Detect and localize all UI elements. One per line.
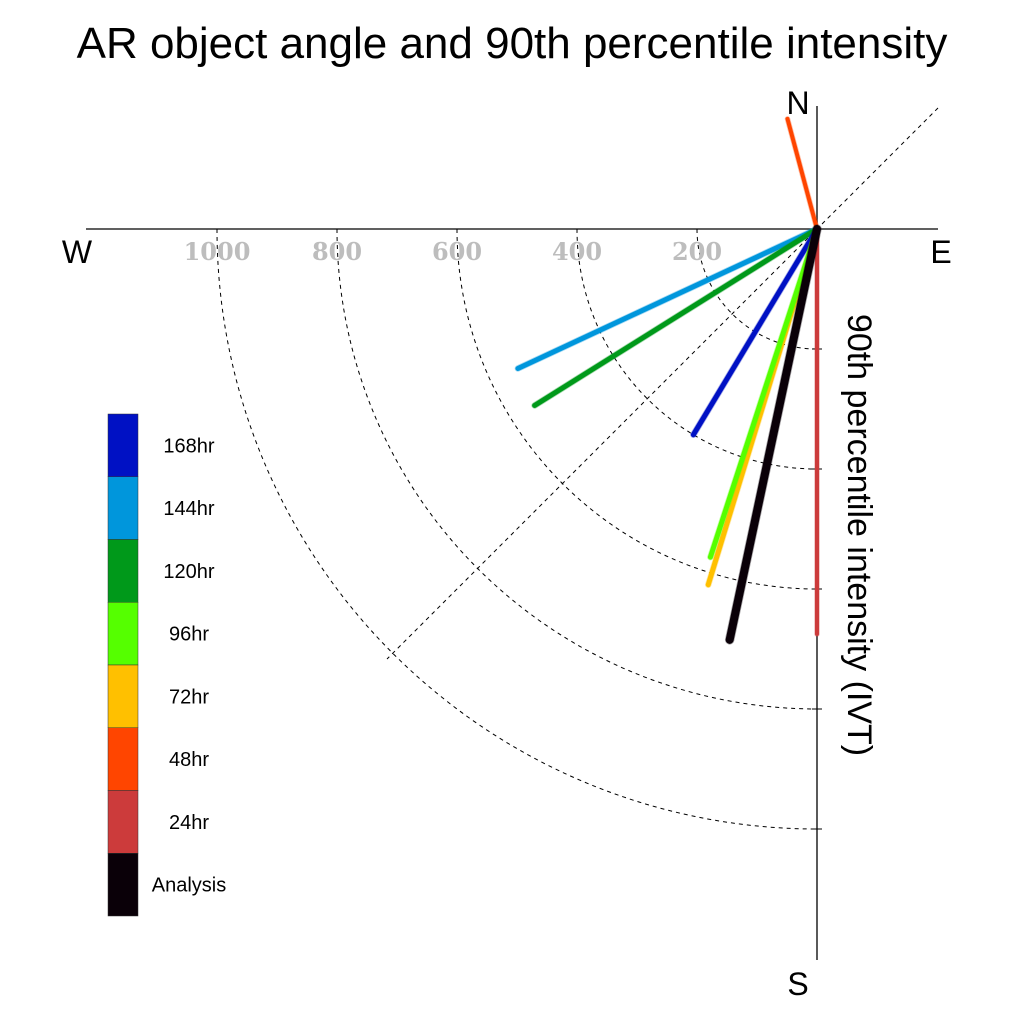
legend-swatch <box>107 790 139 854</box>
legend-swatch <box>107 853 139 917</box>
vector-analysis <box>725 225 821 644</box>
radial-tick-labels: 200 400 600 800 1000 <box>184 237 722 266</box>
legend-label: Analysis <box>152 875 226 897</box>
vector-96hr <box>707 226 820 560</box>
vector-144hr <box>515 226 820 371</box>
west-label: W <box>62 234 93 270</box>
vector-120hr <box>532 226 820 408</box>
legend-label: 96hr <box>169 624 209 646</box>
legend-swatch <box>107 727 139 791</box>
east-label: E <box>930 234 951 270</box>
legend-label: 144hr <box>163 498 214 520</box>
legend-swatch <box>107 539 139 603</box>
tick-label: 400 <box>552 237 602 266</box>
grid-diagonal <box>386 107 939 660</box>
vector-48hr <box>785 116 819 231</box>
vector-series <box>514 116 822 645</box>
tick-label: 1000 <box>184 237 251 266</box>
legend-swatch <box>107 413 139 477</box>
legend-label: 24hr <box>169 812 209 834</box>
north-label: N <box>786 85 809 121</box>
legend-label: 120hr <box>163 561 214 583</box>
vector-168hr <box>690 226 820 438</box>
legend-swatch <box>107 602 139 666</box>
polar-grid <box>216 107 939 830</box>
legend-swatch <box>107 664 139 728</box>
legend-swatch <box>107 476 139 540</box>
legend-label: 48hr <box>169 749 209 771</box>
tick-label: 600 <box>432 237 482 266</box>
y-axis-label: 90th percentile intensity (IVT) <box>840 314 878 756</box>
chart-title: AR object angle and 90th percentile inte… <box>77 19 948 68</box>
south-label: S <box>787 966 808 1002</box>
tick-label: 800 <box>312 237 362 266</box>
tick-label: 200 <box>672 237 722 266</box>
legend: 168hr 144hr 120hr 96hr 72hr 48hr 24hr Analysis <box>107 413 226 917</box>
grid-arc <box>576 228 818 470</box>
legend-label: 168hr <box>163 435 214 457</box>
legend-label: 72hr <box>169 686 209 708</box>
